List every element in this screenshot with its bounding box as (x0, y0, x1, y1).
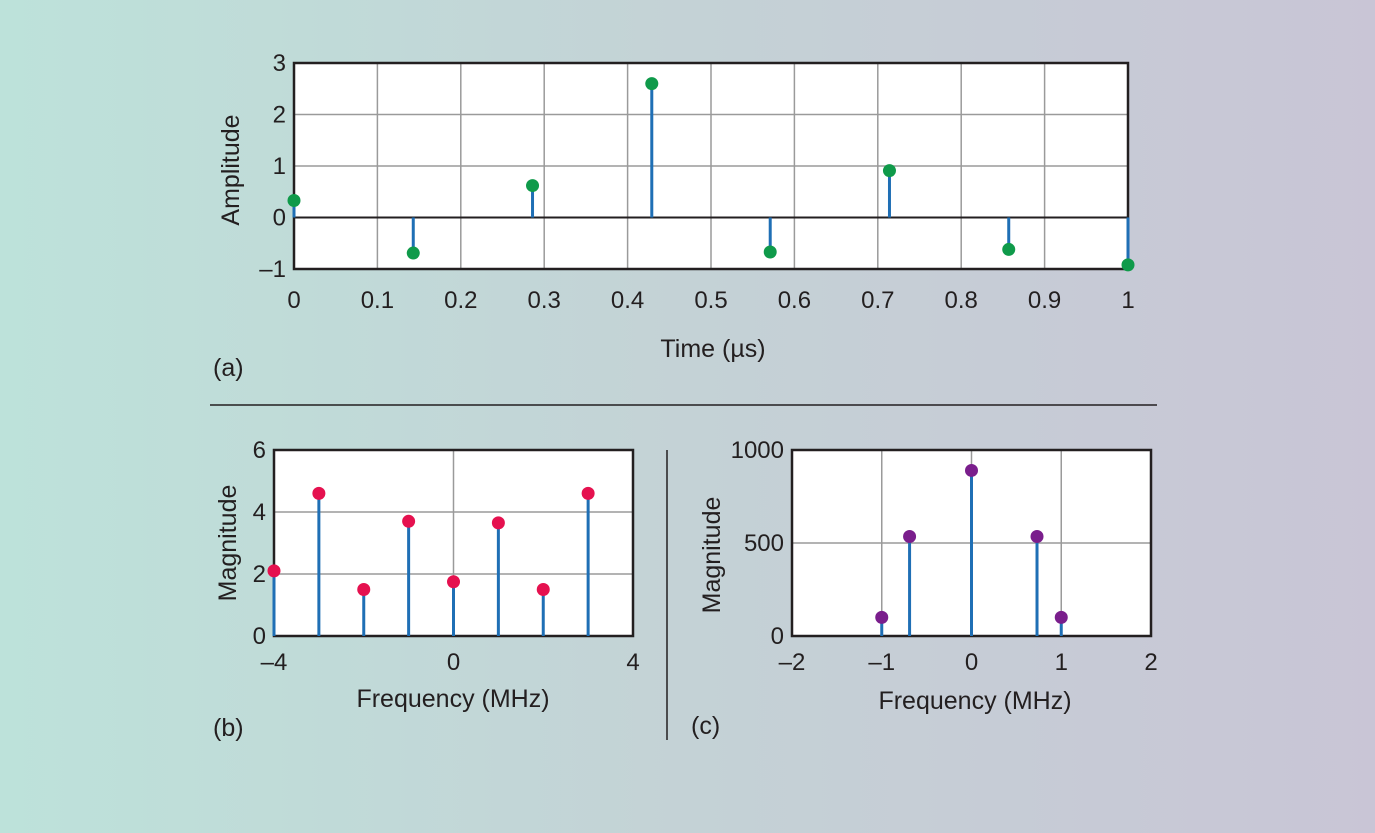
y-tick-label: 6 (253, 437, 266, 464)
x-tick-label: 0.6 (778, 287, 811, 314)
x-tick-label: 4 (626, 649, 639, 676)
y-tick-label: 500 (744, 530, 784, 557)
x-tick-label: 0.8 (945, 287, 978, 314)
y-tick-label: 1 (273, 153, 286, 180)
panel-a-label: (a) (213, 354, 244, 382)
x-tick-label: 0.4 (611, 287, 644, 314)
data-point (1030, 529, 1044, 543)
panel-a-stems (287, 77, 1135, 272)
data-point (287, 194, 301, 208)
x-tick-label: –2 (779, 649, 806, 676)
data-point (965, 463, 978, 477)
x-tick-label: 2 (1144, 649, 1157, 676)
panel-b-ylabel: Magnitude (214, 485, 242, 602)
y-tick-label: 0 (771, 623, 784, 650)
y-tick-label: 4 (253, 499, 266, 526)
panel-c-ylabel: Magnitude (698, 497, 726, 614)
data-point (406, 246, 420, 260)
data-point (875, 610, 889, 624)
panel-a-grid (292, 61, 1130, 271)
data-point (447, 575, 460, 589)
panel-b-stems (267, 486, 595, 636)
data-point (763, 245, 777, 259)
panel-b-label: (b) (213, 714, 244, 742)
y-tick-label: 2 (273, 102, 286, 129)
x-tick-label: 0 (965, 649, 978, 676)
data-point (536, 583, 550, 596)
data-point (581, 486, 595, 500)
panel-a-xlabel: Time (µs) (660, 335, 765, 363)
panel-c-label: (c) (691, 712, 720, 740)
data-point (882, 164, 896, 178)
data-point (645, 77, 659, 91)
x-tick-label: 0.3 (528, 287, 561, 314)
y-tick-label: 0 (273, 205, 286, 232)
data-point (1002, 242, 1016, 256)
panel-c-xlabel: Frequency (MHz) (878, 687, 1071, 715)
x-tick-label: 0.9 (1028, 287, 1061, 314)
data-point (526, 179, 540, 193)
x-tick-label: 0.2 (444, 287, 477, 314)
panel-b-xlabel: Frequency (MHz) (356, 685, 549, 713)
panel-c-stems (875, 463, 1068, 636)
panel-c: –2 –1 0 1 2 0 500 1000 Magnitude Frequency (MHz… (691, 437, 1158, 740)
x-tick-label: 1 (1121, 287, 1134, 314)
x-tick-label: –1 (868, 649, 895, 676)
y-tick-label: –1 (259, 256, 286, 283)
data-point (357, 583, 371, 596)
x-tick-label: 0.1 (361, 287, 394, 314)
x-tick-label: 0 (287, 287, 300, 314)
x-tick-label: 0 (447, 649, 460, 676)
panel-c-ticks: –2 –1 0 1 2 0 500 1000 (731, 437, 1158, 676)
x-tick-label: 1 (1055, 649, 1068, 676)
x-tick-label: –4 (261, 649, 288, 676)
x-tick-label: 0.5 (694, 287, 727, 314)
data-point (903, 529, 917, 543)
data-point (267, 564, 281, 578)
y-tick-label: 2 (253, 561, 266, 588)
x-tick-label: 0.7 (861, 287, 894, 314)
data-point (491, 516, 505, 530)
data-point (402, 514, 416, 528)
data-point (1121, 258, 1135, 272)
plot-frame (292, 61, 1130, 271)
y-tick-label: 0 (253, 623, 266, 650)
data-point (312, 486, 326, 500)
panel-a-ylabel: Amplitude (217, 114, 245, 225)
y-tick-label: 1000 (731, 437, 784, 464)
data-point (1054, 610, 1068, 624)
y-tick-label: 3 (273, 50, 286, 77)
